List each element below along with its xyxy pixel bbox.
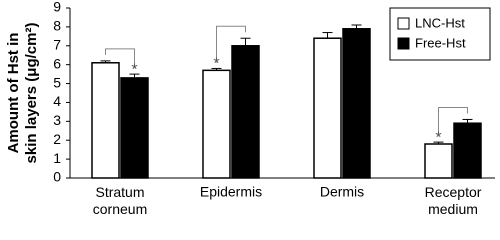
error-bar bbox=[211, 67, 222, 71]
error-bar bbox=[240, 37, 251, 46]
error-bar bbox=[322, 32, 333, 39]
x-tick-label: Receptor medium bbox=[425, 184, 482, 215]
y-tick-label: 7 bbox=[53, 36, 61, 52]
x-tick-label-line: Receptor bbox=[425, 184, 482, 200]
y-tick-label: 6 bbox=[53, 55, 61, 71]
bar bbox=[342, 28, 371, 179]
chart: Amount of Hst in skin layers (μg/cm²) 0 1… bbox=[5, 0, 495, 215]
y-tick-label: 1 bbox=[53, 150, 61, 166]
bar bbox=[120, 77, 149, 179]
significance-marker: * bbox=[131, 61, 137, 78]
x-tick-label-line: corneum bbox=[93, 201, 147, 215]
significance-marker: * bbox=[435, 129, 441, 146]
bracket bbox=[105, 48, 135, 69]
error-bar bbox=[351, 24, 362, 29]
legend-label: LNC-Hst bbox=[415, 15, 465, 30]
x-tick-label: Epidermis bbox=[200, 184, 262, 200]
bar bbox=[313, 37, 342, 179]
y-tick-label: 3 bbox=[53, 112, 61, 128]
bracket bbox=[216, 25, 246, 63]
y-tick-label: 4 bbox=[53, 93, 61, 109]
y-axis-label: skin layers (μg/cm²) bbox=[23, 23, 40, 164]
legend-swatch bbox=[397, 37, 410, 50]
legend: LNC-Hst Free-Hst bbox=[389, 7, 491, 61]
legend-label: Free-Hst bbox=[415, 35, 466, 50]
significance-marker: * bbox=[213, 56, 219, 73]
bar bbox=[424, 143, 453, 179]
error-bar bbox=[100, 60, 111, 63]
x-tick-label-line: medium bbox=[428, 201, 478, 215]
error-bar bbox=[433, 141, 444, 144]
bar bbox=[453, 122, 482, 179]
y-tick-label: 0 bbox=[53, 169, 61, 185]
x-tick-label-line: Stratum bbox=[95, 184, 144, 200]
y-tick-label: 5 bbox=[53, 74, 61, 90]
y-tick-label: 2 bbox=[53, 131, 61, 147]
y-axis-label: Amount of Hst in bbox=[5, 33, 22, 154]
bar bbox=[202, 69, 231, 179]
y-tick-label: 8 bbox=[53, 18, 61, 34]
error-bar bbox=[462, 118, 473, 124]
y-tick-label: 9 bbox=[53, 0, 61, 15]
bracket bbox=[438, 106, 468, 137]
error-bar bbox=[129, 73, 140, 78]
bar bbox=[91, 62, 120, 179]
legend-box bbox=[389, 7, 491, 61]
legend-swatch bbox=[397, 17, 410, 30]
x-tick-label: Dermis bbox=[320, 184, 364, 200]
x-tick-label: Stratum corneum bbox=[93, 184, 147, 215]
bar bbox=[231, 45, 260, 179]
